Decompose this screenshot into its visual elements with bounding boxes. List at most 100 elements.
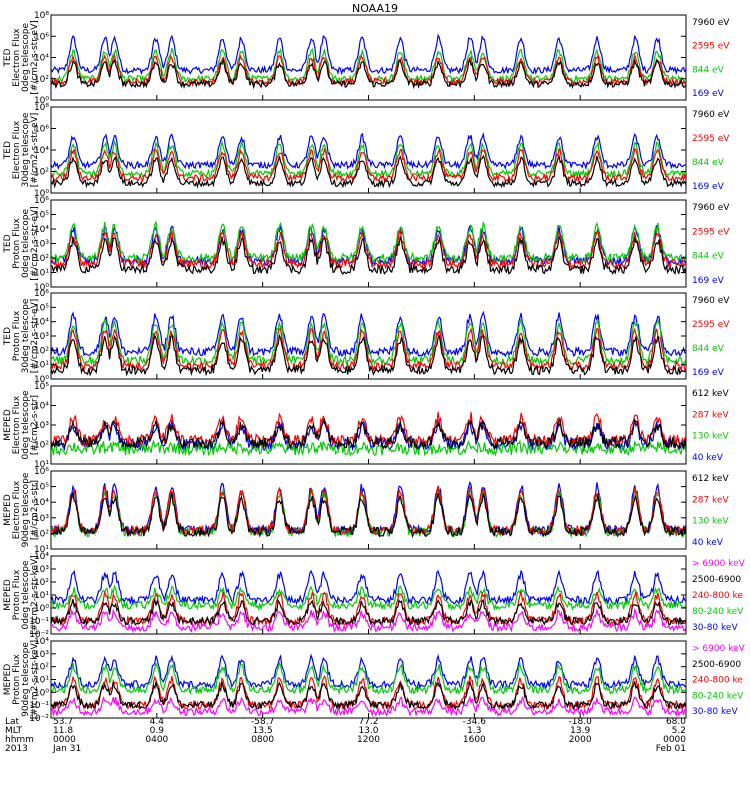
x-tick-label: 1200 [357,735,380,745]
legend-entry: 287 keV [692,410,729,420]
y-axis-label: [#/cm2-s-str-eV] [30,113,40,188]
series-line [51,484,686,537]
legend-entry: 40 keV [692,538,724,548]
legend-entry: 169 eV [692,368,725,378]
series-line [51,147,686,183]
y-tick-label: 10⁴ [34,552,49,562]
series-line [51,584,686,612]
x-tick-label: 13.0 [358,726,378,736]
series-group [51,480,686,539]
y-axis-label: Proton Flux [12,310,22,361]
series-line [51,661,686,696]
y-axis-label: Proton Flux [12,569,22,620]
y-tick-label: 10⁻¹ [29,617,49,627]
panel-2: 10⁰ 10² 10⁴ 10⁶ 10⁸ TED Electron Flux 30deg tel… [3,103,730,199]
y-tick-label: 10² [34,75,49,85]
y-tick-label: 10⁴ [34,225,49,235]
y-axis-label: Electron Flux [12,120,22,179]
y-tick-label: 10³ [34,332,49,342]
legend-entry: 40 keV [692,453,724,463]
y-tick-label: 10¹ [34,545,49,555]
y-axis-label: TED [3,327,13,346]
series-group [51,569,686,634]
panel-frame [50,470,687,550]
y-axis-label: 30deg telescope [21,112,31,187]
series-line [51,229,686,271]
panel-4: 10⁰ 10¹ 10² 10³ 10⁴ 10⁵ 10⁶ TED Proton Flux 30deg… [3,289,730,385]
legend-entry: 7960 eV [692,203,730,213]
y-axis-label: [#/cm2-s-str-eV] [30,206,40,281]
legend-entry: 612 keV [692,389,729,399]
legend-entry: 2595 eV [692,42,730,52]
x-tick-label: 11.8 [53,726,73,736]
legend-entry: > 6900 keV [692,644,746,654]
y-axis-label: Proton Flux [12,654,22,705]
y-tick-label: 10⁶ [34,125,49,135]
y-axis-label: 30deg telescope [21,298,31,373]
series-line [51,153,686,189]
x-tick-label: 53.7 [53,717,73,727]
y-tick-label: 10⁰ [34,688,49,698]
x-tick-label: 4.4 [150,717,165,727]
panel-frame [50,199,687,288]
series-line [51,569,686,606]
series-line [51,33,686,76]
series-group [51,310,686,377]
y-axis-label: [#/cm2-s-str] [30,395,40,455]
panel-6: 10¹ 10² 10³ 10⁴ 10⁵ 10⁶ MEPED Electron Flux 90de… [3,467,729,555]
x-tick-label: 1.3 [467,726,481,736]
legend-entry: 844 eV [692,344,725,354]
y-tick-label: 10⁶ [34,32,49,42]
y-tick-label: 10⁴ [34,637,49,647]
y-tick-label: 10³ [34,240,49,250]
legend-entry: 80-240 keV [692,691,744,701]
legend-entry: 2595 eV [692,227,730,237]
series-group [51,411,686,457]
x-tick-label: -34.6 [463,717,487,727]
x-row-label: MLT [5,726,23,736]
x-row-label: hhmm [5,735,34,745]
x-tick-label: 77.2 [358,717,378,727]
y-axis-label: [#/cm2-s-str-keV] [30,555,40,634]
y-axis-label: [#/cm2-s-str] [30,480,40,540]
legend-entry: 130 keV [692,517,729,527]
y-axis-label: 0deg telescope [21,560,31,630]
y-axis-label: 0deg telescope [21,390,31,460]
y-axis-label: 90deg telescope [21,472,31,547]
y-axis-label: [#/cm2-s-str-eV] [30,299,40,374]
y-tick-label: 10² [34,441,49,451]
y-tick-label: 10¹ [34,361,49,371]
legend-entry: 169 eV [692,89,725,99]
y-axis-label: 0deg telescope [21,23,31,93]
x-tick-label: -58.7 [251,717,274,727]
y-axis-label: MEPED [3,494,13,526]
y-tick-label: 10¹ [34,460,49,470]
legend-entry: 7960 eV [692,18,730,28]
x-tick-label: 1600 [463,735,486,745]
y-tick-label: 10² [34,168,49,178]
y-tick-label: 10¹ [34,676,49,686]
x-tick-label: 0000 [663,735,686,745]
x-tick-label: 13.9 [570,726,590,736]
series-line [51,695,686,718]
y-tick-label: 10⁸ [34,103,49,113]
legend-entry: 169 eV [692,182,725,192]
y-tick-label: 10⁵ [34,211,49,221]
series-line [51,439,686,457]
panel-1: 10⁰ 10² 10⁴ 10⁶ 10⁸ TED Electron Flux 0deg tele… [3,11,730,106]
y-axis-label: Electron Flux [12,28,22,87]
y-axis-label: [#/cm2-s-str-eV] [30,20,40,95]
series-line [51,608,686,634]
legend-entry: 2500-6900 [692,575,741,585]
y-tick-label: 10⁻² [29,630,49,640]
x-tick-label: 0.9 [150,726,165,736]
y-tick-label: 10¹ [34,591,49,601]
legend-entry: 287 keV [692,495,729,505]
page-title: NOAA19 [351,2,399,15]
y-axis-label: TED [3,141,13,160]
x-tick-label: Feb 01 [656,744,686,754]
legend-entry: 130 keV [692,432,729,442]
y-tick-label: 10⁵ [34,303,49,313]
legend-entry: 844 eV [692,252,725,262]
